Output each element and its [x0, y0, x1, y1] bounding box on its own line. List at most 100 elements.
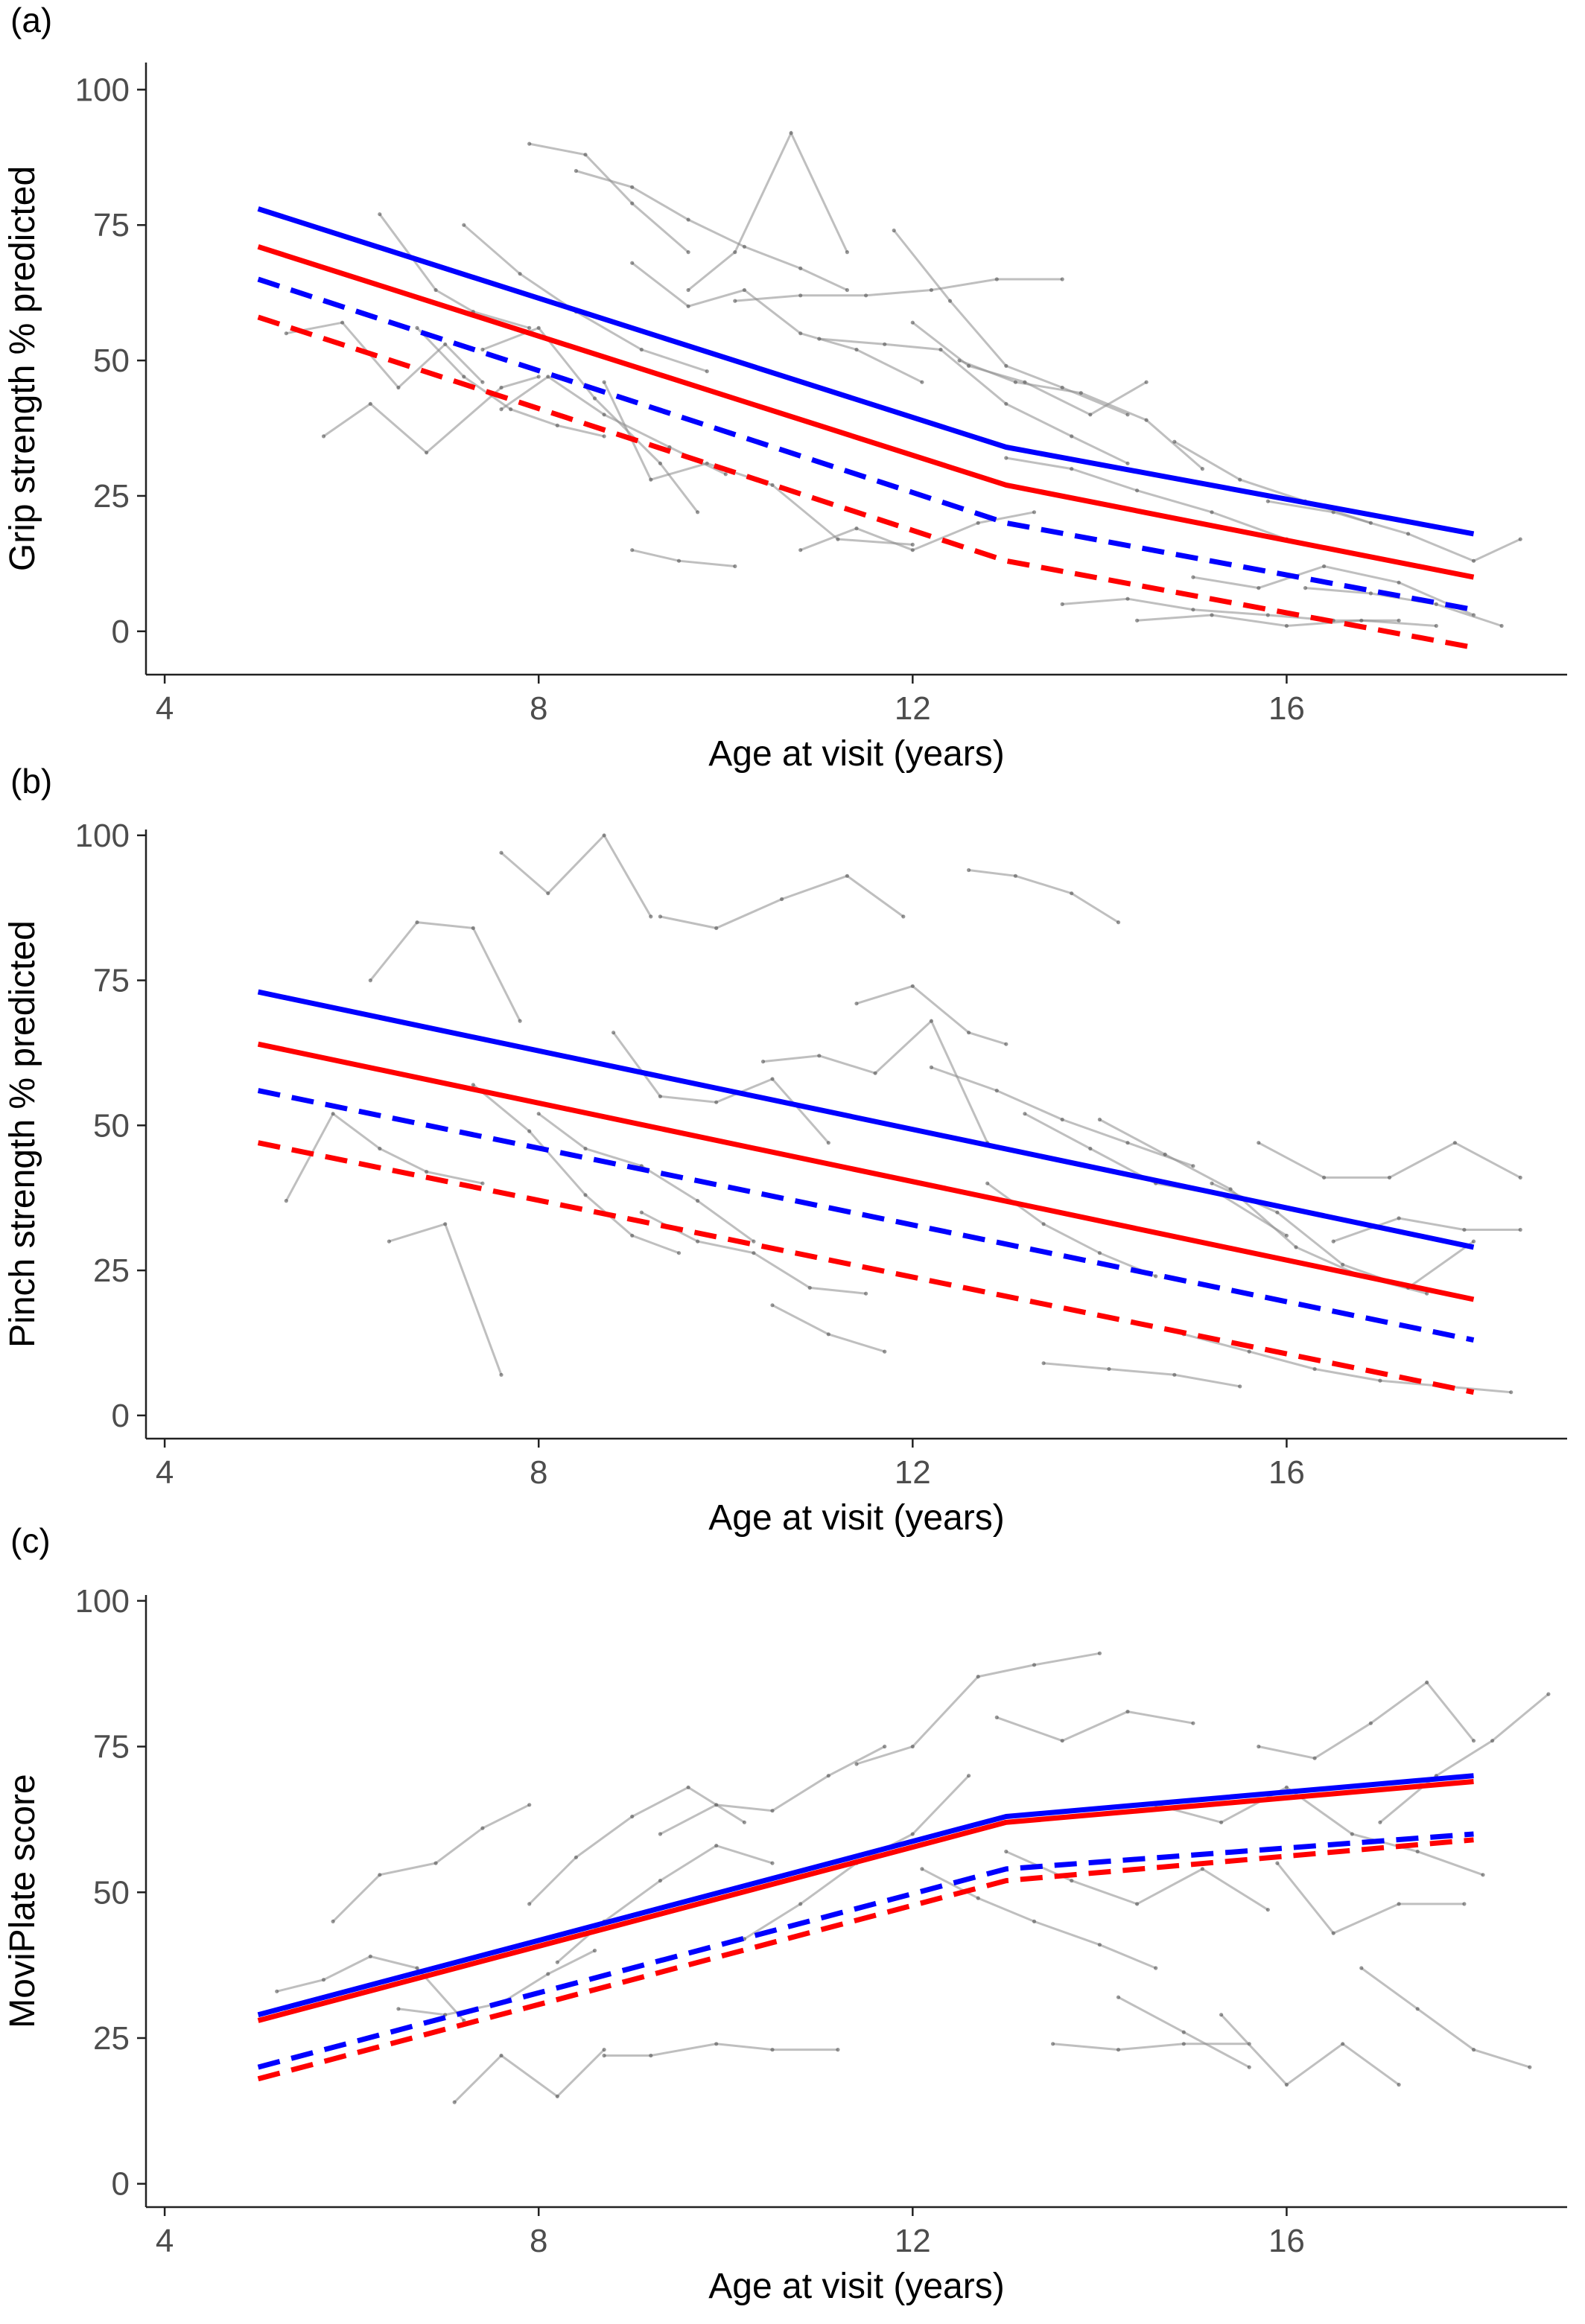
trajectory-point — [676, 1251, 682, 1255]
trajectory-line — [856, 1652, 1100, 1766]
trajectory-point — [929, 1065, 933, 1069]
trajectory-point — [284, 1199, 288, 1203]
trajectory-point — [1004, 401, 1009, 406]
trajectory-point — [1247, 2065, 1251, 2069]
trajectory-line — [1305, 587, 1502, 627]
x-tick-label: 4 — [156, 690, 174, 727]
trajectory-point — [1322, 1175, 1327, 1179]
trajectory-point — [967, 1774, 971, 1778]
trajectory-point — [1032, 1663, 1037, 1667]
trajectory-point — [770, 483, 775, 488]
trajectory-point — [910, 548, 915, 553]
trajectory-point — [1471, 558, 1476, 563]
trajectory-point — [826, 1774, 830, 1778]
trajectory-point — [630, 1233, 635, 1238]
trajectory-point — [471, 926, 475, 930]
trajectory-point — [527, 1129, 532, 1133]
trajectory-point — [1125, 596, 1130, 601]
trajectory-point — [583, 153, 588, 157]
trajectory-point — [443, 342, 448, 346]
trajectory-point — [714, 1844, 719, 1848]
y-tick-label: 50 — [93, 1874, 130, 1911]
trajectory-point — [1023, 1112, 1027, 1116]
trajectory-point — [667, 445, 672, 450]
trajectory-line — [482, 326, 699, 513]
trajectory-line — [1220, 2013, 1400, 2086]
trajectory-point — [1499, 623, 1504, 628]
trajectory-point — [340, 320, 345, 325]
trajectory-point — [378, 1146, 382, 1151]
trajectory-line — [959, 359, 1204, 470]
trajectory-line — [1258, 1142, 1521, 1179]
trajectory-point — [770, 1303, 775, 1308]
trajectory-point — [1265, 499, 1270, 503]
trajectory-point — [546, 891, 550, 896]
x-tick-label: 16 — [1268, 1454, 1305, 1491]
trajectory-point — [723, 472, 728, 477]
trajectory-point — [836, 2048, 840, 2052]
series-line-solid-red — [257, 1041, 1475, 1302]
trajectory-point — [976, 1896, 980, 1900]
trajectory-point — [1275, 1210, 1280, 1214]
trajectory-point — [509, 407, 513, 412]
trajectory-point — [499, 385, 504, 390]
trajectory-point — [1154, 1274, 1158, 1279]
y-axis-title: MoviPlate score — [3, 1774, 42, 2028]
trajectory-line — [893, 229, 1128, 416]
trajectory-point — [1341, 2042, 1345, 2046]
y-axis-title: Grip strength % predicted — [3, 166, 42, 571]
x-tick-label: 12 — [895, 1454, 931, 1491]
series-line-dashed-blue — [257, 276, 1475, 613]
trajectory-point — [864, 1291, 868, 1296]
trajectory-point — [284, 331, 288, 336]
trajectory-point — [1406, 532, 1411, 536]
trajectory-point — [910, 320, 915, 325]
trajectory-point — [910, 542, 915, 547]
trajectory-point — [518, 272, 522, 276]
trajectory-point — [1294, 1245, 1298, 1249]
trajectory-point — [798, 266, 803, 270]
trajectory-line — [369, 921, 521, 1022]
trajectory-point — [1041, 1222, 1046, 1226]
trajectory-point — [1341, 1262, 1345, 1267]
trajectory-point — [854, 526, 859, 531]
series-line-solid-blue — [257, 989, 1475, 1250]
trajectory-line — [1043, 1362, 1240, 1388]
trajectory-point — [1079, 391, 1083, 395]
trajectory-point — [602, 413, 606, 417]
trajectory-point — [1004, 1849, 1009, 1854]
trajectory-point — [798, 331, 803, 336]
trajectory-point — [994, 1715, 999, 1719]
trajectory-point — [574, 1855, 579, 1859]
trajectory-point — [658, 914, 663, 919]
trajectory-point — [658, 1094, 663, 1098]
trajectory-point — [1088, 1146, 1093, 1151]
trajectory-point — [1284, 1785, 1289, 1789]
trajectory-point — [1219, 2013, 1224, 2017]
x-tick-label: 4 — [156, 1454, 174, 1491]
trajectory-point — [817, 1054, 822, 1058]
trajectory-point — [1013, 380, 1017, 384]
trajectory-line — [575, 170, 848, 291]
trajectory-line — [285, 1112, 483, 1202]
trajectory-point — [1397, 580, 1401, 585]
series-line-solid-red — [257, 1779, 1474, 2023]
trajectory-point — [527, 325, 532, 330]
x-axis-title: Age at visit (years) — [708, 2267, 1004, 2306]
trajectory-point — [321, 1978, 326, 1982]
x-tick-label: 12 — [895, 2223, 931, 2259]
trajectory-point — [714, 2042, 719, 2046]
trajectory-line — [1174, 440, 1371, 524]
trajectory-point — [1004, 1042, 1009, 1046]
y-tick-label: 100 — [75, 1583, 130, 1620]
trajectory-point — [1060, 385, 1064, 390]
trajectory-point — [415, 1966, 419, 1970]
trajectory-point — [733, 250, 737, 255]
trajectory-point — [1238, 1384, 1242, 1389]
trajectory-point — [1032, 1919, 1037, 1923]
trajectory-point — [826, 1141, 830, 1145]
trajectory-point — [480, 1826, 485, 1830]
trajectory-line — [996, 1710, 1194, 1742]
trajectory-point — [1265, 1908, 1270, 1912]
trajectory-point — [1191, 1164, 1195, 1168]
